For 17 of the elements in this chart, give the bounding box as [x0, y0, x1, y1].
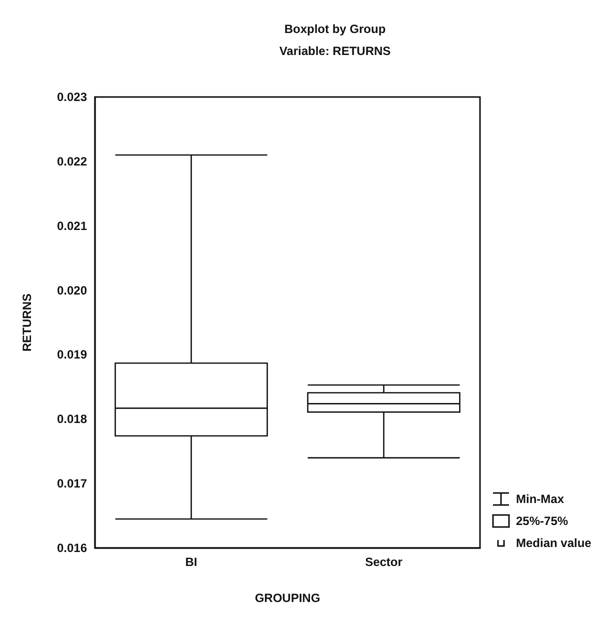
- x-tick-label: Sector: [365, 555, 403, 569]
- y-tick-label: 0.019: [56, 348, 88, 362]
- text: Median value: [516, 536, 592, 550]
- chart-subtitle: Variable: RETURNS: [279, 44, 391, 58]
- y-tick-label: 0.021: [56, 218, 88, 233]
- y-tick-label: 0.020: [56, 283, 88, 298]
- y-tick-label: 0.022: [56, 154, 88, 168]
- y-tick-label: 0.018: [56, 412, 88, 426]
- y-axis-title: RETURNS: [20, 293, 34, 352]
- y-tick-label: 0.023: [56, 90, 88, 104]
- y-tick-label: 0.016: [56, 541, 88, 555]
- text: 25%-75%: [516, 514, 568, 528]
- text: Min-Max: [516, 492, 564, 506]
- chart-title: Boxplot by Group: [284, 22, 386, 36]
- y-tick-label: 0.017: [56, 476, 88, 491]
- x-axis-title: GROUPING: [254, 591, 320, 605]
- x-tick-label: BI: [185, 555, 198, 569]
